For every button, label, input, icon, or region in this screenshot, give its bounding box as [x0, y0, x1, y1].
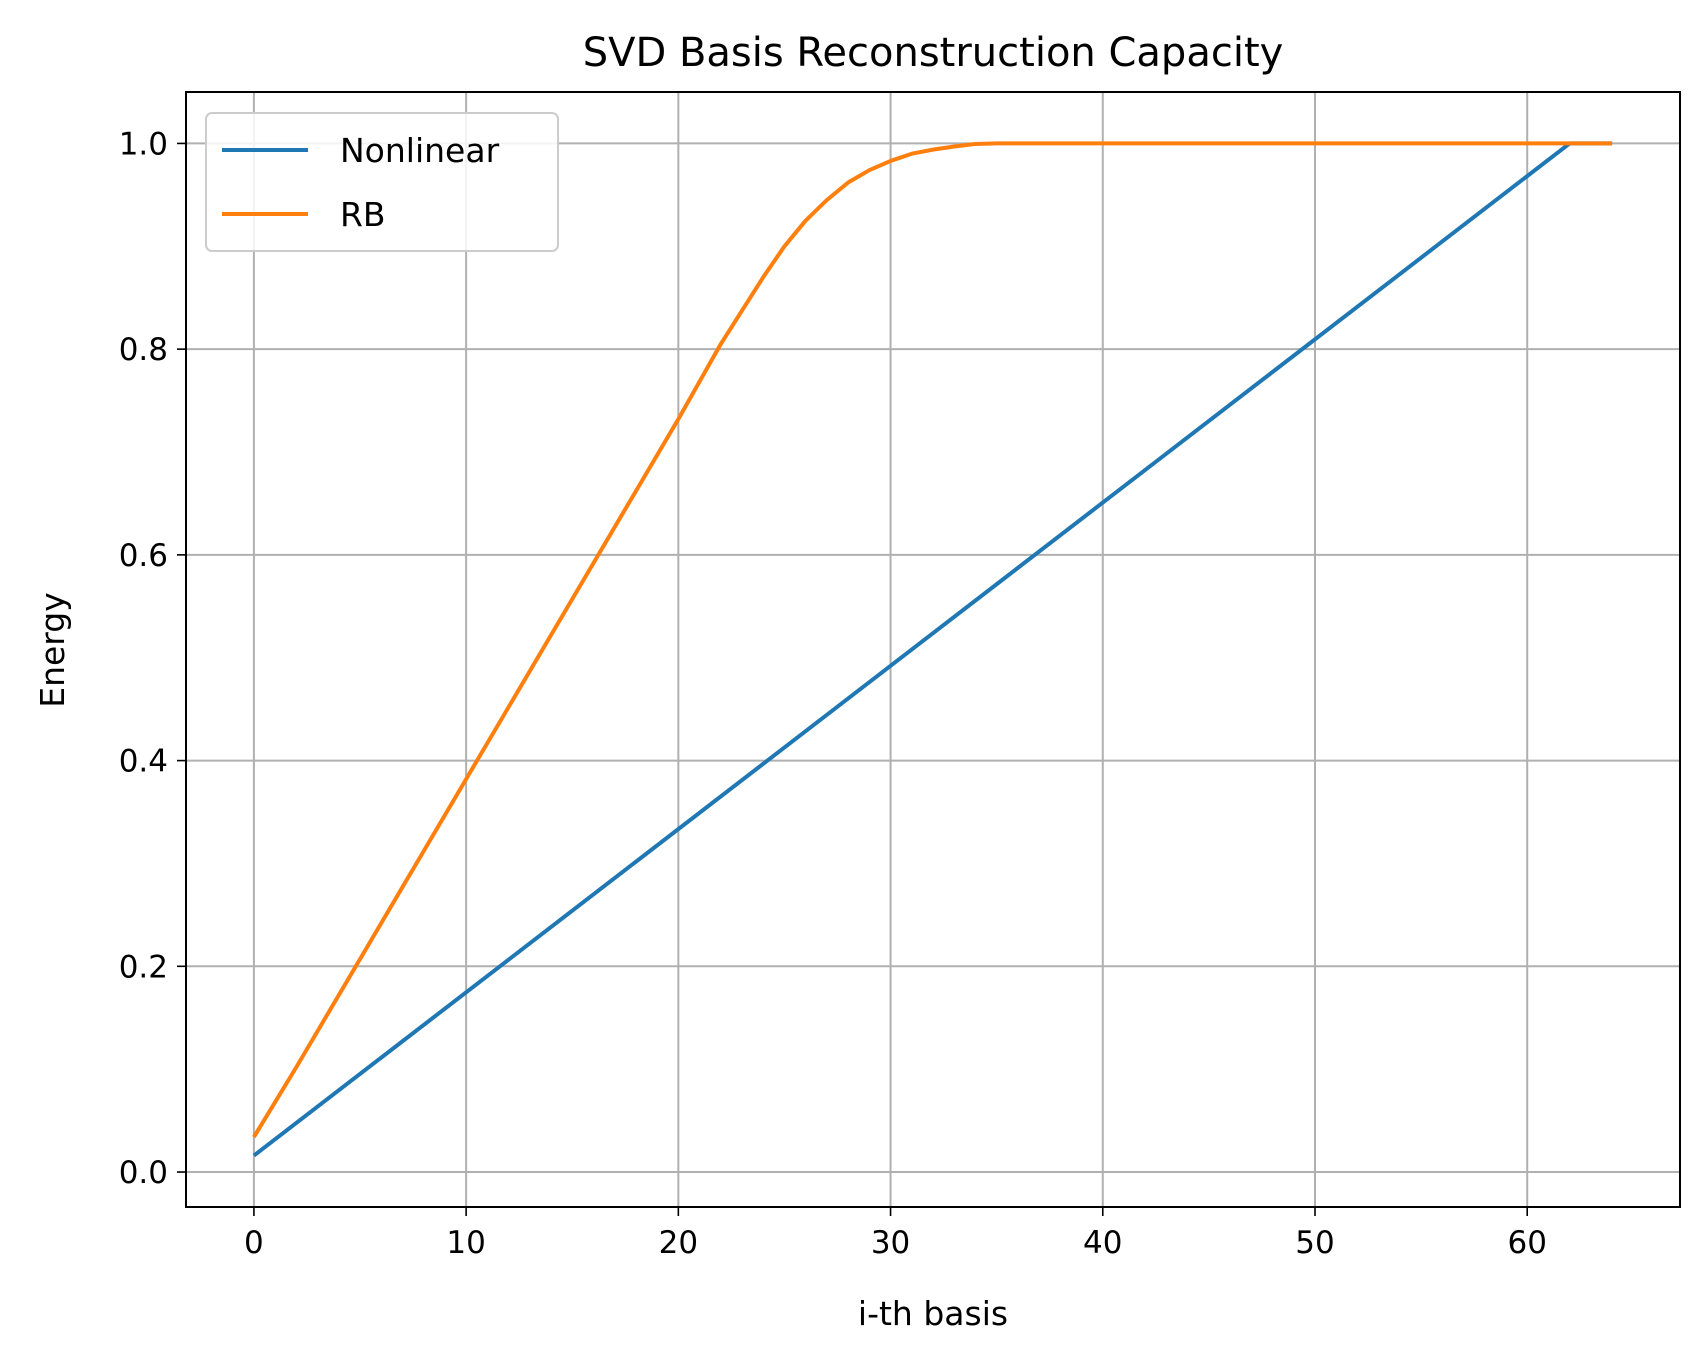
- y-tick-label: 0.0: [119, 1155, 168, 1191]
- x-tick-label: 0: [244, 1225, 264, 1261]
- y-tick-label: 0.4: [119, 744, 168, 780]
- x-axis-label: i-th basis: [858, 1294, 1008, 1333]
- y-axis-label: Energy: [33, 592, 72, 708]
- x-tick-label: 40: [1083, 1225, 1122, 1261]
- legend-label-nonlinear: Nonlinear: [340, 131, 500, 170]
- series-lines: [252, 141, 1613, 1158]
- x-tick-label: 50: [1295, 1225, 1334, 1261]
- plot-frame: [185, 91, 1681, 1208]
- y-tick-label: 0.2: [119, 949, 168, 985]
- x-tick-label: 10: [446, 1225, 485, 1261]
- x-tick-label: 60: [1507, 1225, 1546, 1261]
- ticks: 0 10 20 30 40 50 60 0.0 0.2 0.4 0.6 0.8 1.0: [119, 126, 1547, 1261]
- x-tick-label: 20: [659, 1225, 698, 1261]
- y-tick-label: 0.6: [119, 538, 168, 574]
- y-tick-label: 1.0: [119, 126, 168, 162]
- x-tick-label: 30: [871, 1225, 910, 1261]
- legend: Nonlinear RB: [205, 112, 559, 252]
- grid: [186, 92, 1680, 1207]
- series-line-rb: [252, 141, 1613, 1139]
- chart-title: SVD Basis Reconstruction Capacity: [583, 30, 1284, 76]
- y-tick-label: 0.8: [119, 332, 168, 368]
- legend-box: [205, 112, 559, 252]
- legend-label-rb: RB: [340, 195, 386, 234]
